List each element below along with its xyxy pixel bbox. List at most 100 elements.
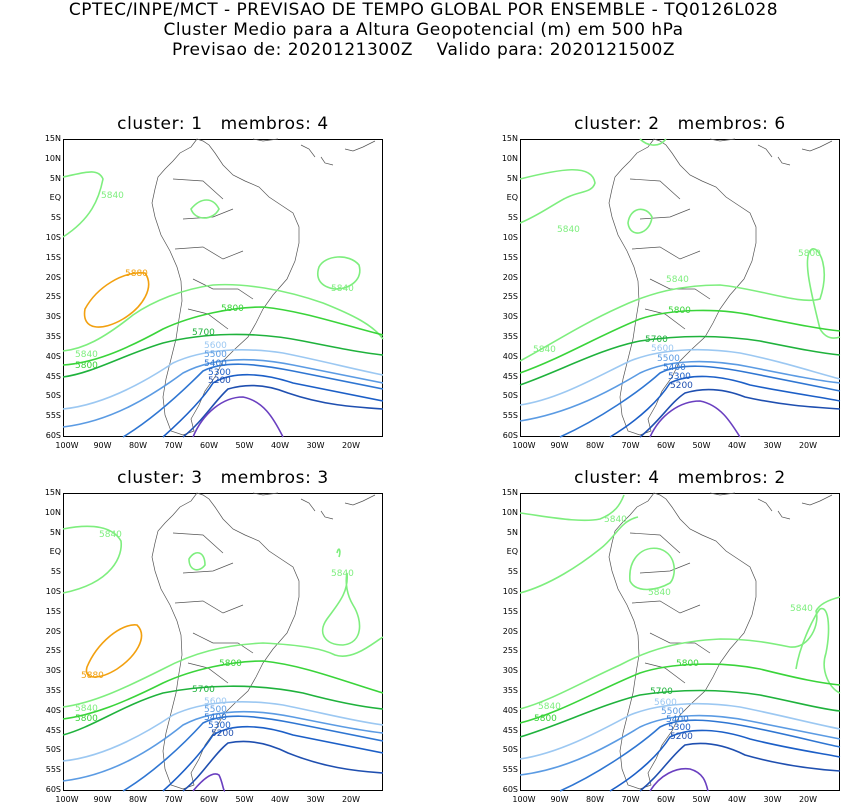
lon-tick-label: 90W	[93, 795, 112, 804]
lat-tick-label: 15N	[44, 488, 61, 497]
panel-cluster-4: cluster: 4 membros: 2 15N 10N 5N EQ 5S 10S 15S…	[502, 468, 841, 804]
map-frame	[520, 139, 840, 437]
lon-tick-label: 70W	[621, 795, 640, 804]
contour-5300	[609, 375, 841, 438]
lon-tick-label: 20W	[798, 441, 818, 450]
lat-tick-label: 15N	[501, 134, 518, 143]
contour-5600	[519, 348, 841, 406]
label-5600: 5600	[204, 341, 227, 351]
contour-5840-nw	[519, 516, 639, 594]
contour-5840-island	[188, 552, 206, 571]
lon-tick-label: 90W	[550, 795, 569, 804]
label-5700: 5700	[192, 328, 215, 338]
contour-low	[649, 767, 709, 792]
label-5200: 5200	[670, 732, 693, 742]
lat-tick-label: 25S	[45, 292, 61, 302]
contour-5300	[162, 725, 384, 792]
lat-tick-label: 45S	[45, 725, 61, 735]
contour-5840-island	[519, 168, 596, 224]
contour-map: 5840 5840 5840 5840 5800 5800 5700 5600 …	[519, 492, 841, 792]
lon-tick-label: 40W	[727, 441, 747, 450]
label-5300: 5300	[208, 368, 231, 378]
coastline	[608, 492, 833, 790]
lat-tick-label: 40S	[502, 351, 518, 361]
map-frame	[63, 493, 383, 791]
label-5840-center: 5840	[648, 588, 671, 598]
label-5800-west: 5800	[534, 714, 557, 724]
contour-5600	[62, 349, 384, 410]
panel-title: cluster: 2 membros: 6	[574, 114, 786, 134]
lat-tick-label: 5S	[507, 213, 518, 223]
contour-low	[192, 773, 226, 792]
lat-tick-label: EQ	[506, 547, 518, 557]
lat-tick-label: 10S	[502, 233, 518, 242]
lat-tick-label: 25S	[502, 292, 518, 302]
lat-tick-label: 10S	[45, 233, 61, 242]
lon-tick-label: 80W	[128, 795, 148, 804]
lon-tick-label: 50W	[692, 795, 711, 804]
lat-tick-label: 15N	[44, 134, 61, 143]
contour-5800	[62, 660, 384, 720]
contour-5840-main	[62, 283, 384, 352]
lat-tick-label: 60S	[45, 431, 61, 440]
lat-tick-label: 50S	[45, 391, 61, 401]
contour-5800	[519, 309, 841, 374]
lat-tick-label: 25S	[45, 646, 61, 656]
label-5800-west: 5800	[75, 361, 98, 371]
lat-tick-label: 20S	[45, 626, 61, 636]
coastline	[151, 492, 376, 790]
lat-tick-label: 25S	[502, 646, 518, 656]
contour-5200	[182, 740, 384, 792]
label-5700: 5700	[192, 685, 215, 695]
contour-5400	[122, 363, 384, 438]
contour-5200	[182, 384, 384, 438]
lon-tick-label: 50W	[692, 441, 711, 450]
contour-5500	[519, 360, 841, 422]
lat-tick-label: 15S	[502, 252, 518, 262]
subtitle-variable: Cluster Medio para a Altura Geopotencial…	[163, 20, 684, 40]
contour-5700	[519, 335, 841, 386]
contour-low	[649, 400, 741, 438]
lat-tick-label: 55S	[502, 765, 518, 775]
label-5840-west: 5840	[75, 350, 98, 360]
lon-tick-label: 100W	[55, 441, 79, 450]
lat-tick-label: 10N	[501, 507, 518, 517]
lon-tick-label: 30W	[763, 795, 782, 804]
panel-cluster-1: cluster: 1 membros: 4 15N 10N 5N EQ 5S 10S 15S…	[45, 114, 384, 450]
contour-5700	[62, 333, 384, 378]
contour-5400	[559, 365, 841, 438]
label-5840-west: 5840	[557, 225, 580, 235]
lat-tick-label: 55S	[45, 411, 61, 421]
lat-tick-label: 15S	[502, 606, 518, 616]
lat-tick-label: 50S	[502, 745, 518, 755]
lon-tick-label: 80W	[585, 795, 605, 804]
contour-5840-north	[639, 138, 667, 146]
lat-tick-label: 55S	[502, 411, 518, 421]
contour-5800	[519, 663, 841, 724]
lat-tick-label: 30S	[45, 666, 61, 676]
lon-tick-label: 40W	[270, 795, 290, 804]
lat-tick-label: 15N	[501, 488, 518, 497]
lat-tick-label: 5S	[50, 567, 61, 577]
lat-tick-label: EQ	[49, 193, 61, 203]
lon-tick-label: 20W	[341, 441, 361, 450]
label-5840-north: 5840	[99, 530, 122, 540]
lon-tick-label: 40W	[270, 441, 290, 450]
lat-tick-label: EQ	[49, 547, 61, 557]
lat-tick-label: 60S	[502, 785, 518, 794]
contour-5700	[519, 689, 841, 738]
contour-5840-east	[321, 548, 361, 646]
label-5200: 5200	[670, 381, 693, 391]
label-5400: 5400	[666, 715, 689, 725]
lat-tick-label: 60S	[502, 431, 518, 440]
panel-title: cluster: 1 membros: 4	[117, 114, 329, 134]
contour-low	[192, 396, 284, 438]
contour-5600	[62, 701, 384, 762]
lat-tick-label: 5S	[50, 213, 61, 223]
panel-title: cluster: 4 membros: 2	[574, 468, 786, 488]
lon-tick-label: 80W	[585, 441, 605, 450]
lon-tick-label: 30W	[306, 441, 325, 450]
panel-title: cluster: 3 membros: 3	[117, 468, 329, 488]
lat-tick-label: 50S	[502, 391, 518, 401]
coastline	[608, 138, 833, 436]
